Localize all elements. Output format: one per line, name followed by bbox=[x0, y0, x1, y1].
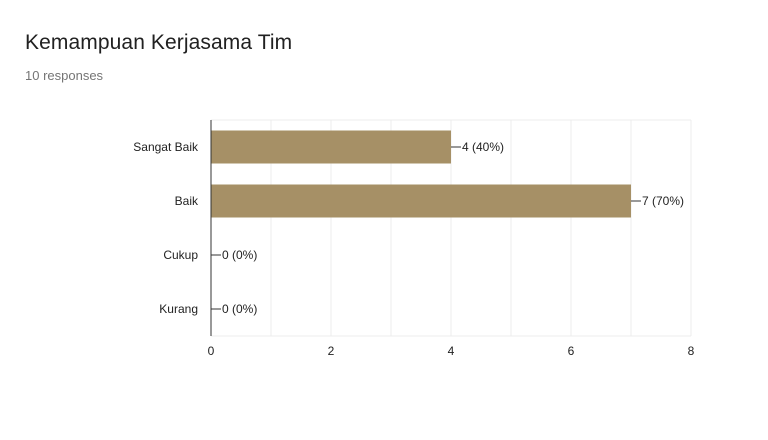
data-label: 0 (0%) bbox=[222, 302, 257, 316]
response-count: 10 responses bbox=[25, 68, 104, 83]
category-label: Cukup bbox=[163, 248, 198, 262]
category-label: Baik bbox=[175, 194, 199, 208]
chart-title: Kemampuan Kerjasama Tim bbox=[25, 31, 293, 54]
bar bbox=[211, 130, 451, 164]
x-tick-label: 6 bbox=[568, 344, 575, 358]
category-label: Sangat Baik bbox=[133, 140, 199, 154]
bar bbox=[211, 184, 631, 218]
data-label: 4 (40%) bbox=[462, 140, 504, 154]
category-label: Kurang bbox=[159, 302, 198, 316]
data-label: 7 (70%) bbox=[642, 194, 684, 208]
x-tick-label: 8 bbox=[688, 344, 695, 358]
x-tick-label: 4 bbox=[448, 344, 455, 358]
data-label: 0 (0%) bbox=[222, 248, 257, 262]
x-tick-label: 2 bbox=[328, 344, 335, 358]
x-tick-label: 0 bbox=[208, 344, 215, 358]
